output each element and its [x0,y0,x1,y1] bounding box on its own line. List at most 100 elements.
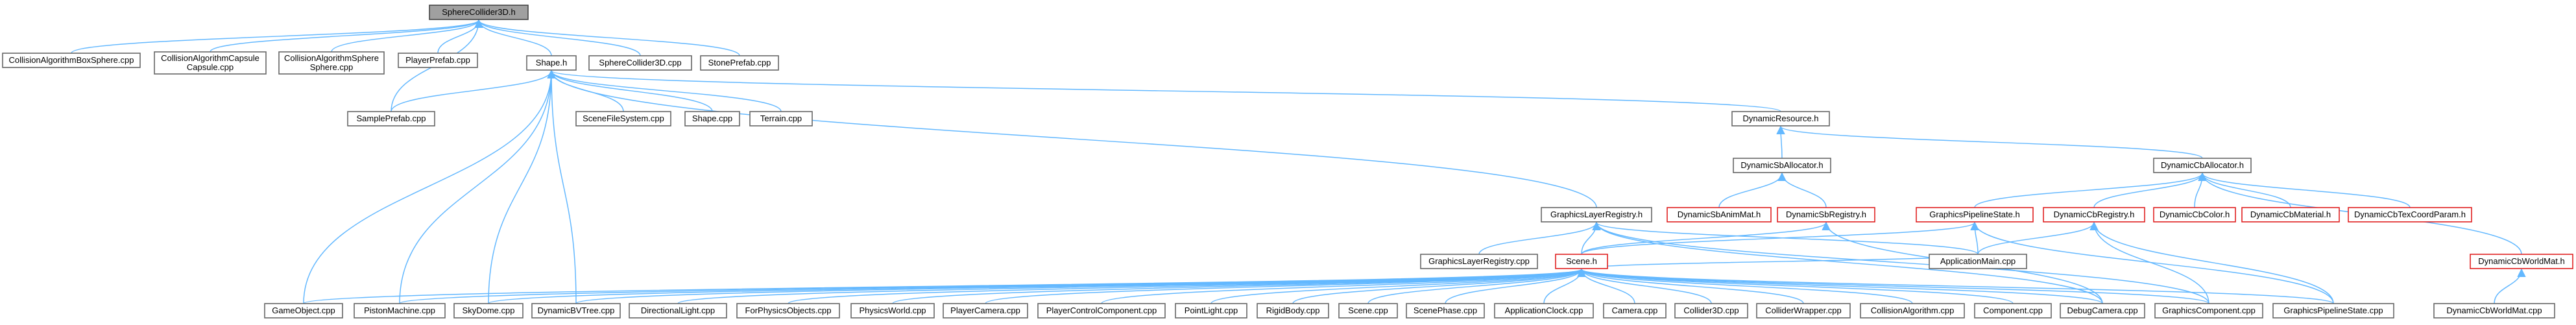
node-dynamicsballocator-h[interactable]: DynamicSbAllocator.h [1733,158,1831,173]
node-graphicspipelinestate-cpp[interactable]: GraphicsPipelineState.cpp [2272,303,2394,319]
node-applicationclock-cpp[interactable]: ApplicationClock.cpp [1494,303,1594,319]
edge-collisionalgorithmboxsphere-cpp-to-spherecollider3d-h [71,19,483,54]
node-box [1756,303,1851,319]
node-debugcamera-cpp[interactable]: DebugCamera.cpp [2060,303,2145,319]
node-forphysicsobjects-cpp[interactable]: ForPhysicsObjects.cpp [736,303,840,319]
node-applicationmain-cpp[interactable]: ApplicationMain.cpp [1929,254,2027,269]
node-dynamicresource-h[interactable]: DynamicResource.h [1731,111,1830,126]
node-dynamiccballocator-h[interactable]: DynamicCbAllocator.h [2153,158,2252,173]
node-camera-cpp[interactable]: Camera.cpp [1603,303,1667,319]
node-spherecollider3d-h[interactable]: SphereCollider3D.h [429,5,529,20]
node-colliderwrapper-cpp[interactable]: ColliderWrapper.cpp [1756,303,1851,319]
node-dynamiccbtexcoordparam-h[interactable]: DynamicCbTexCoordParam.h [2348,207,2472,223]
node-label: DynamicCbColor.h [2160,210,2230,219]
edge-dynamiccbworldmat-cpp-to-dynamiccbworldmat-h [2494,268,2526,304]
node-terrain-cpp[interactable]: Terrain.cpp [749,111,813,126]
edge-dynamicbvtree-cpp-to-shape-h [547,69,577,304]
node-sampleprefab-cpp[interactable]: SamplePrefab.cpp [347,111,435,126]
node-label: Scene.h [1566,256,1597,266]
edge-scene-h-to-dynamicsbregistry-h [1581,221,1831,255]
node-label: Sphere.cpp [310,62,354,72]
node-playercontrolcomponent-cpp[interactable]: PlayerControlComponent.cpp [1037,303,1166,319]
edge-graphicspipelinestate-cpp-to-scene-h [1577,268,2334,304]
node-label: StonePrefab.cpp [708,58,771,67]
node-label: ScenePhase.cpp [1414,306,1477,315]
node-box [943,303,1028,319]
node-scene-h[interactable]: Scene.h [1555,254,1608,269]
node-pistonmachine-cpp[interactable]: PistonMachine.cpp [354,303,446,319]
node-label: ForPhysicsObjects.cpp [745,306,832,315]
node-label: GraphicsLayerRegistry.h [1550,210,1643,219]
node-label: DynamicCbMaterial.h [2250,210,2331,219]
edge-graphicscomponent-cpp-to-scene-h [1577,268,2209,304]
node-box [1777,207,1875,223]
node-gameobject-cpp[interactable]: GameObject.cpp [264,303,343,319]
edge-collisionalgorithm-cpp-to-scene-h [1577,268,1913,304]
node-graphicscomponent-cpp[interactable]: GraphicsComponent.cpp [2154,303,2263,319]
node-box [749,111,813,126]
node-label: GraphicsLayerRegistry.cpp [1428,256,1530,266]
node-scenefilesystem-cpp[interactable]: SceneFileSystem.cpp [575,111,671,126]
node-collisionalgorithmboxsphere-cpp[interactable]: CollisionAlgorithmBoxSphere.cpp [2,53,141,68]
node-dynamiccbregistry-h[interactable]: DynamicCbRegistry.h [2043,207,2145,223]
node-label: CollisionAlgorithm.cpp [1871,306,1955,315]
node-collisionalgorithm-cpp[interactable]: CollisionAlgorithm.cpp [1860,303,1965,319]
node-graphicspipelinestate-h[interactable]: GraphicsPipelineState.h [1916,207,2034,223]
edge-component-cpp-to-scene-h [1577,268,2014,304]
node-directionallight-cpp[interactable]: DirectionalLight.cpp [629,303,727,319]
node-dynamiccbmaterial-h[interactable]: DynamicCbMaterial.h [2241,207,2340,223]
node-stoneprefab-cpp[interactable]: StonePrefab.cpp [700,55,779,71]
node-box [278,51,385,75]
node-graphicslayerregistry-h[interactable]: GraphicsLayerRegistry.h [1541,207,1652,223]
node-box [2470,254,2573,269]
node-dynamiccbworldmat-h[interactable]: DynamicCbWorldMat.h [2470,254,2573,269]
edge-applicationmain-cpp-to-dynamiccbregistry-h [1977,221,2099,255]
node-box [2043,207,2145,223]
node-scenephase-cpp[interactable]: ScenePhase.cpp [1406,303,1485,319]
node-skydome-cpp[interactable]: SkyDome.cpp [453,303,524,319]
node-box [2433,303,2555,319]
node-box [2060,303,2145,319]
node-playerprefab-cpp[interactable]: PlayerPrefab.cpp [398,53,478,68]
node-graphicslayerregistry-cpp[interactable]: GraphicsLayerRegistry.cpp [1420,254,1538,269]
edge-graphicscomponent-cpp-to-graphicslayerregistry-h [1592,221,2209,304]
node-label: CollisionAlgorithmBoxSphere.cpp [9,55,134,65]
node-component-cpp[interactable]: Component.cpp [1974,303,2052,319]
node-label: DebugCamera.cpp [2067,306,2137,315]
edge-graphicslayerregistry-h-to-shape-h [547,69,1597,208]
node-dynamicsbregistry-h[interactable]: DynamicSbRegistry.h [1777,207,1875,223]
node-label: DynamicSbAllocator.h [1740,160,1823,170]
node-label: DynamicSbRegistry.h [1786,210,1866,219]
edge-rigidbody-cpp-to-scene-h [1292,268,1586,304]
node-box [1929,254,2027,269]
node-rigidbody-cpp[interactable]: RigidBody.cpp [1257,303,1329,319]
edge-scenephase-cpp-to-scene-h [1445,268,1586,304]
node-label: DynamicCbRegistry.h [2054,210,2135,219]
node-shape-cpp[interactable]: Shape.cpp [684,111,740,126]
node-box [531,303,621,319]
node-dynamiccbworldmat-cpp[interactable]: DynamicCbWorldMat.cpp [2433,303,2555,319]
node-physicsworld-cpp[interactable]: PhysicsWorld.cpp [850,303,935,319]
node-box [1494,303,1594,319]
node-label: DynamicSbAnimMat.h [1678,210,1761,219]
node-box [264,303,343,319]
node-pointlight-cpp[interactable]: PointLight.cpp [1175,303,1247,319]
node-shape-h[interactable]: Shape.h [526,55,577,71]
node-playercamera-cpp[interactable]: PlayerCamera.cpp [943,303,1028,319]
edge-graphicspipelinestate-h-to-dynamiccballocator-h [1974,172,2207,208]
node-label: PlayerPrefab.cpp [405,55,470,65]
node-box [1731,111,1830,126]
node-box [2348,207,2472,223]
node-spherecollider3d-cpp[interactable]: SphereCollider3D.cpp [588,55,692,71]
edge-debugcamera-cpp-to-graphicslayerregistry-h [1592,221,2103,304]
node-dynamicsbanimmat-h[interactable]: DynamicSbAnimMat.h [1667,207,1772,223]
node-dynamiccbcolor-h[interactable]: DynamicCbColor.h [2153,207,2236,223]
edge-scene-cpp-to-scene-h [1367,268,1586,304]
edge-collisionalgorithmspheresphere-cpp-to-spherecollider3d-h [331,19,483,53]
node-collider3d-cpp[interactable]: Collider3D.cpp [1674,303,1748,319]
edge-dynamiccbtexcoordparam-h-to-dynamiccballocator-h [2198,172,2411,208]
node-scene-cpp[interactable]: Scene.cpp [1338,303,1398,319]
node-dynamicbvtree-cpp[interactable]: DynamicBVTree.cpp [531,303,621,319]
